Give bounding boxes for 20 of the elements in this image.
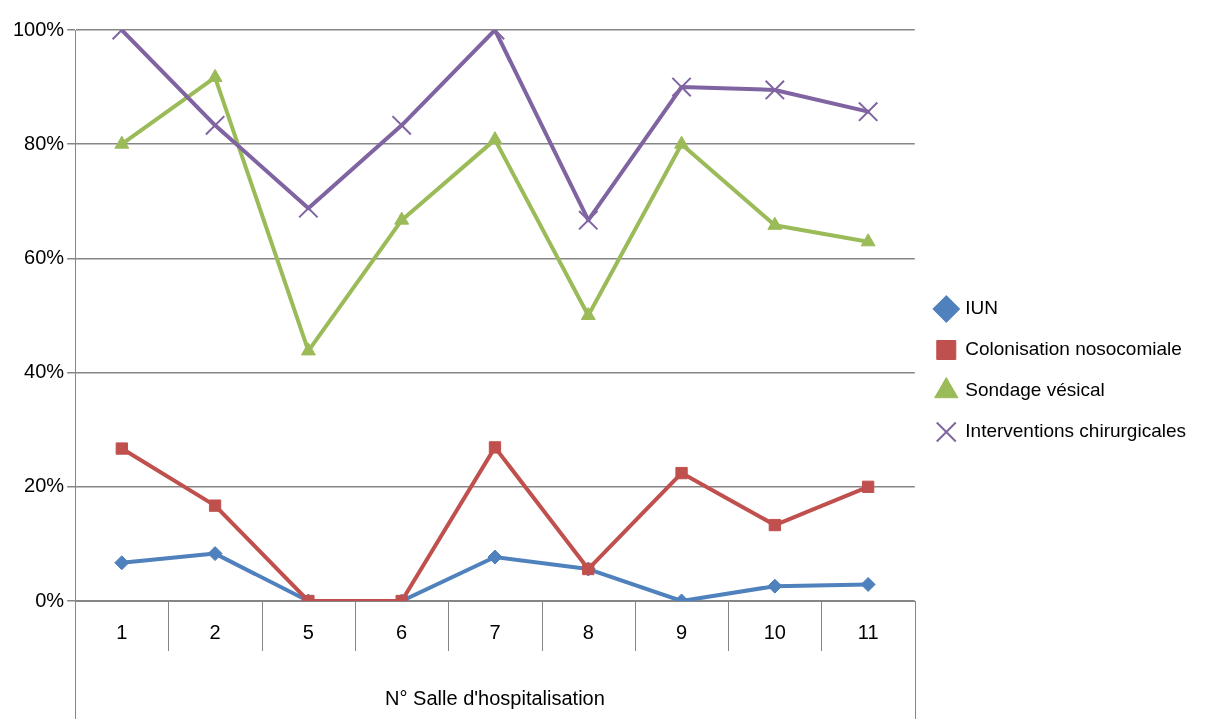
legend-label: Interventions chirurgicales	[965, 420, 1186, 442]
legend-label: IUN	[965, 297, 999, 319]
y-tick-label: 60%	[24, 245, 65, 268]
y-tick-label: 20%	[24, 474, 65, 497]
y-tick-label: 40%	[24, 360, 65, 383]
x-tick-label: 9	[675, 620, 688, 643]
x-tick-label: 1	[116, 620, 128, 643]
x-tick-label: 6	[396, 620, 408, 643]
x-tick-label: 11	[857, 620, 879, 643]
x-tick-label: 7	[489, 620, 501, 643]
legend-label: Sondage vésical	[965, 379, 1105, 401]
x-tick-label: 10	[763, 620, 786, 643]
x-tick-label: 2	[209, 620, 221, 643]
y-tick-label: 100%	[13, 17, 65, 40]
x-tick-label: 8	[582, 620, 594, 643]
legend-label: Colonisation nosocomiale	[965, 338, 1182, 360]
y-tick-label: 80%	[24, 131, 65, 154]
y-tick-label: 0%	[35, 588, 65, 611]
x-tick-label: 5	[302, 620, 314, 643]
x-axis-title: N° Salle d'hospitalisation	[385, 686, 605, 709]
